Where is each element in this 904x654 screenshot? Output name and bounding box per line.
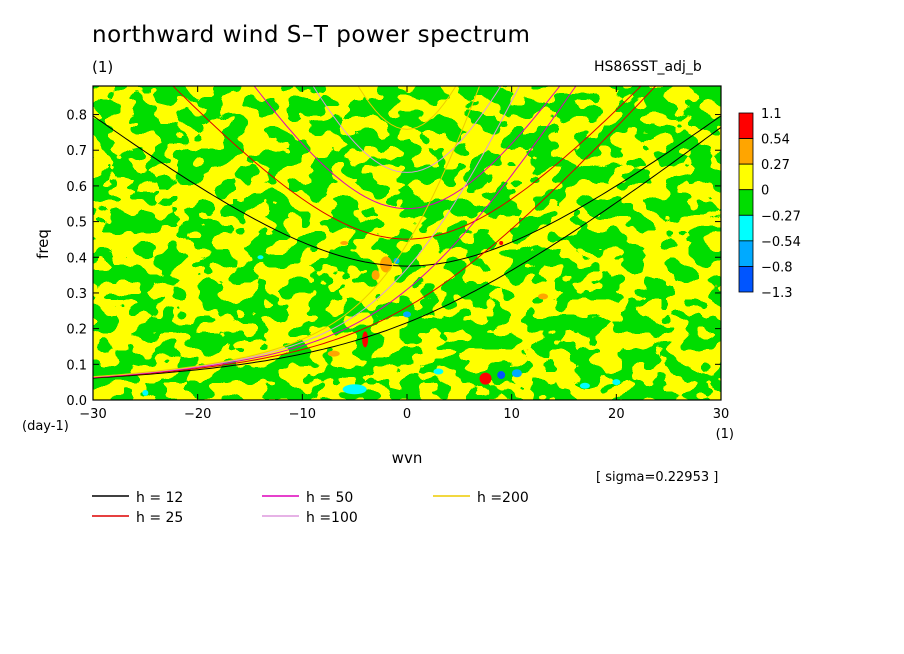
colorbar-label: 0 xyxy=(761,184,769,199)
x-axis-label: wvn xyxy=(392,449,423,467)
chart-subtitle: (1) xyxy=(92,58,114,76)
field-patch xyxy=(579,382,590,389)
dispersion-curve xyxy=(357,86,457,130)
x-tick-label: −10 xyxy=(289,407,316,422)
y-tick-label: 0.4 xyxy=(66,251,87,266)
legend-label: h = 12 xyxy=(136,490,183,506)
legend-label: h =200 xyxy=(477,490,529,506)
legend: h = 12 h = 25 h = 50 h =100 h =200 xyxy=(92,490,529,526)
x-tick-label: −20 xyxy=(184,407,211,422)
dispersion-curve xyxy=(93,86,577,378)
field-patch xyxy=(362,331,369,348)
run-name: HS86SST_adj_b xyxy=(594,59,702,75)
colorbar-swatch xyxy=(738,138,754,165)
dispersion-curve xyxy=(93,86,657,378)
y-tick-label: 0.7 xyxy=(66,144,87,159)
colorbar-label: −1.3 xyxy=(761,286,793,301)
y-axis-unit: (day-1) xyxy=(22,419,69,434)
dispersion-curve xyxy=(93,86,481,378)
field-patch xyxy=(342,384,367,395)
colorbar-label: −0.8 xyxy=(761,260,793,275)
x-tick-label: 10 xyxy=(503,407,520,422)
x-axis-unit: (1) xyxy=(716,427,734,442)
field-patch xyxy=(142,389,149,396)
chart-title: northward wind S–T power spectrum xyxy=(92,22,531,48)
colorbar-label: −0.27 xyxy=(761,209,801,224)
dispersion-curve xyxy=(93,86,520,378)
field-patch xyxy=(340,241,349,245)
y-tick-label: 0.1 xyxy=(66,358,87,373)
dispersion-curve xyxy=(93,126,721,379)
y-tick-label: 0.3 xyxy=(66,287,87,302)
dispersion-curve xyxy=(253,86,561,210)
colorbar-label: −0.54 xyxy=(761,235,801,250)
field-patch xyxy=(433,368,444,375)
sigma-note: [ sigma=0.22953 ] xyxy=(596,470,719,485)
legend-label: h =100 xyxy=(306,510,358,526)
y-tick-label: 0.8 xyxy=(66,109,87,124)
field-patch xyxy=(538,293,549,300)
legend-label: h = 25 xyxy=(136,510,183,526)
field-patch xyxy=(511,369,522,378)
colorbar-label: 0.54 xyxy=(761,133,790,148)
colorbar-label: 1.1 xyxy=(761,107,782,122)
y-axis-label: freq xyxy=(34,229,52,259)
colorbar: 1.1 0.54 0.27 0 −0.27 −0.54 −0.8 −1.3 xyxy=(738,107,801,301)
field-patch xyxy=(612,379,621,386)
field-patch xyxy=(499,241,504,245)
colorbar-swatch xyxy=(738,163,754,191)
dispersion-curve xyxy=(312,86,502,173)
field-patch xyxy=(479,372,492,385)
field-patch xyxy=(380,256,393,273)
field-patch xyxy=(497,371,506,380)
x-tick-label: 30 xyxy=(713,407,730,422)
colorbar-swatch xyxy=(738,266,754,293)
colorbar-swatch xyxy=(738,189,754,216)
y-tick-label: 0.6 xyxy=(66,180,87,195)
legend-label: h = 50 xyxy=(306,490,353,506)
field-patch xyxy=(257,255,264,260)
field-patch xyxy=(371,270,380,281)
y-tick-label: 0.0 xyxy=(66,394,87,409)
x-tick-label: 0 xyxy=(403,407,411,422)
colorbar-swatch xyxy=(738,240,754,267)
y-tick-label: 0.5 xyxy=(66,216,87,231)
x-tick-label: 20 xyxy=(608,407,625,422)
colorbar-swatch xyxy=(738,214,754,242)
colorbar-swatch xyxy=(738,112,754,139)
colorbar-label: 0.27 xyxy=(761,158,790,173)
field-patch xyxy=(327,350,340,357)
x-tick-label: −30 xyxy=(79,407,106,422)
dispersion-curve xyxy=(93,115,721,267)
y-tick-label: 0.2 xyxy=(66,323,87,338)
field-patch xyxy=(403,311,411,318)
dispersion-curve xyxy=(172,86,642,240)
